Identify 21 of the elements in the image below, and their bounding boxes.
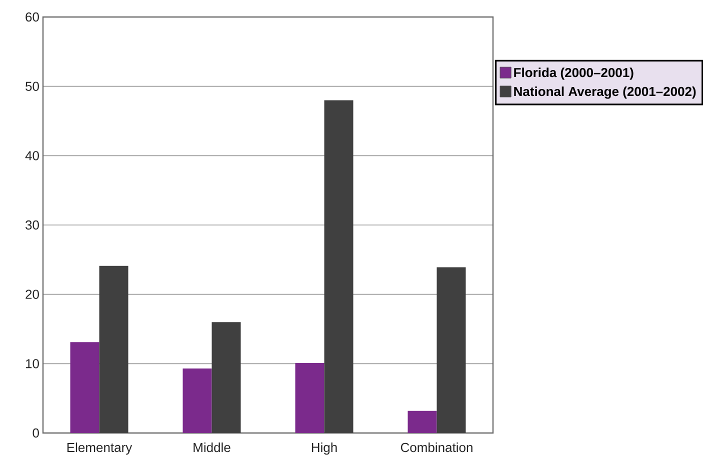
bar: [436, 267, 466, 433]
y-tick-label: 20: [26, 290, 39, 299]
y-tick-label: 10: [26, 359, 39, 368]
legend-label: Florida (2000–2001): [514, 68, 634, 80]
bar: [99, 266, 128, 433]
x-tick-label: High: [312, 442, 337, 455]
x-tick-label: Middle: [194, 442, 230, 452]
y-tick-label: 50: [26, 82, 39, 91]
bar: [182, 368, 212, 433]
y-tick-label: 40: [25, 151, 39, 160]
bar: [295, 362, 324, 433]
bar: [212, 322, 241, 433]
legend-label: National Average (2001–2002): [514, 86, 696, 99]
y-tick-label: 0: [32, 428, 39, 438]
y-tick-label: 60: [26, 12, 39, 22]
y-tick-label: 30: [26, 220, 39, 230]
x-tick-label: Elementary: [67, 442, 132, 455]
x-tick-label: Combination: [400, 442, 472, 452]
bar: [324, 100, 354, 433]
bar: [70, 342, 100, 433]
bar: [408, 410, 437, 433]
